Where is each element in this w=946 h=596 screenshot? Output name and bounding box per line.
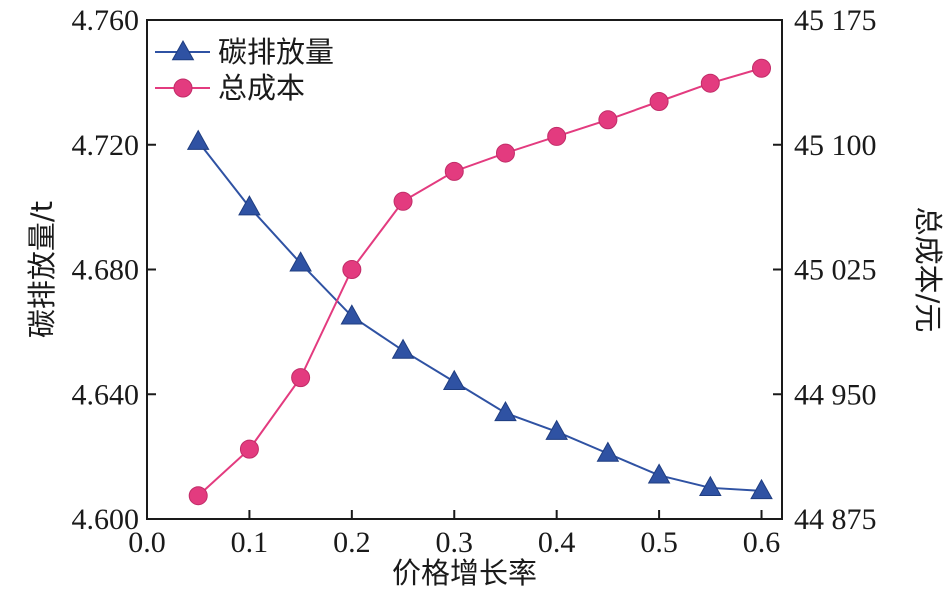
x-tick-label: 0.1 xyxy=(231,526,269,559)
data-point-triangle xyxy=(750,478,773,500)
y-right-tick-label: 45 100 xyxy=(794,129,877,162)
x-tick-label: 0.0 xyxy=(128,526,166,559)
y-axis-left-title: 碳排放量/t xyxy=(25,201,59,338)
legend-marker-circle xyxy=(173,78,193,98)
data-point-circle xyxy=(188,486,208,506)
data-point-triangle xyxy=(442,369,466,390)
y-left-tick-label: 4.720 xyxy=(72,129,140,162)
data-point-circle xyxy=(752,58,772,78)
x-tick-label: 0.5 xyxy=(640,526,678,559)
axes: 0.0 0.1 0.2 0.3 0.4 0.5 0.6 4.600 4.640 4.680 4.72… xyxy=(72,4,877,559)
data-point-circle xyxy=(342,260,362,279)
x-tick-label: 0.4 xyxy=(538,526,576,559)
series-line xyxy=(197,141,762,492)
y-left-tick-label: 4.680 xyxy=(72,254,140,287)
data-point-triangle xyxy=(238,195,261,216)
data-point-triangle xyxy=(647,463,671,484)
data-point-triangle xyxy=(289,251,312,272)
legend-item: 总成本 xyxy=(155,71,305,105)
data-point-circle xyxy=(495,143,515,163)
data-point-triangle xyxy=(545,419,568,440)
legend-label: 碳排放量 xyxy=(218,35,334,69)
series-total-cost xyxy=(188,58,772,506)
data-point-triangle xyxy=(340,304,364,325)
y-left-tick-label: 4.600 xyxy=(72,503,140,536)
data-point-triangle xyxy=(699,475,722,497)
data-point-circle xyxy=(444,161,464,181)
x-tick-label: 0.2 xyxy=(333,526,371,559)
data-point-triangle xyxy=(186,129,210,150)
y-left-tick-label: 4.760 xyxy=(72,4,140,37)
legend-marker-triangle xyxy=(171,39,195,61)
data-point-triangle xyxy=(494,400,517,422)
series-line xyxy=(197,67,762,497)
x-tick-label: 0.6 xyxy=(743,526,781,559)
data-point-circle xyxy=(700,73,720,93)
data-point-circle xyxy=(598,110,618,130)
data-point-circle xyxy=(291,368,311,388)
data-point-circle xyxy=(393,191,413,211)
data-point-circle xyxy=(547,126,567,146)
y-axis-right-title: 总成本/元 xyxy=(911,207,945,333)
y-right-tick-label: 45 175 xyxy=(794,4,877,37)
data-point-triangle xyxy=(391,338,415,359)
x-axis-title: 价格增长率 xyxy=(392,556,537,590)
data-point-circle xyxy=(239,439,259,459)
data-point-triangle xyxy=(596,441,620,462)
x-tick-label: 0.3 xyxy=(436,526,474,559)
series-carbon-emission xyxy=(186,129,773,500)
y-left-tick-label: 4.640 xyxy=(72,378,140,411)
y-right-tick-label: 44 875 xyxy=(794,503,877,536)
legend-item: 碳排放量 xyxy=(155,35,334,69)
y-right-tick-label: 45 025 xyxy=(794,254,877,287)
legend-label: 总成本 xyxy=(218,71,305,105)
series-layer xyxy=(186,58,773,506)
data-point-circle xyxy=(649,92,669,112)
y-right-tick-label: 44 950 xyxy=(794,378,877,411)
